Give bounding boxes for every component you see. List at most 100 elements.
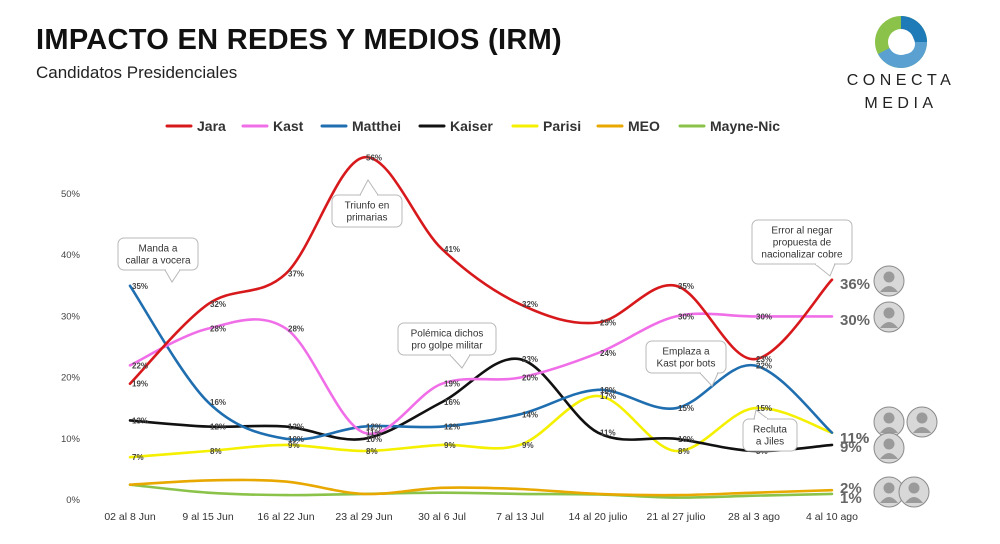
data-label-matthei: 12% [366, 423, 382, 432]
annotation-text: Recluta [753, 425, 787, 436]
annotation-text: Polémica dichos [411, 329, 484, 340]
annotation-text: callar a vocera [125, 256, 190, 267]
x-tick-label: 02 al 8 Jun [104, 511, 156, 523]
candidate-photo-avatar [898, 476, 930, 508]
x-tick-label: 14 al 20 julio [569, 511, 628, 523]
data-label-parisi: 9% [288, 441, 300, 450]
data-label-kast: 19% [444, 380, 460, 389]
series-line-matthei [128, 284, 834, 441]
series-line-mayne-nic [128, 483, 834, 499]
x-tick-label: 30 al 6 Jul [418, 511, 466, 523]
data-label-matthei: 16% [210, 398, 226, 407]
candidate-photo-avatar [906, 406, 938, 438]
data-label-jara: 29% [600, 319, 616, 328]
data-label-jara: 37% [288, 270, 304, 279]
annotation-text: Manda a [139, 244, 178, 255]
y-tick-label: 50% [61, 189, 81, 200]
data-label-matthei: 15% [678, 404, 694, 413]
end-label-mayne-nic: 1% [840, 490, 862, 507]
legend-label-jara: Jara [197, 118, 226, 134]
annotation-text: nacionalizar cobre [761, 250, 843, 261]
series-line-kaiser [128, 357, 834, 453]
end-label-kast: 30% [840, 312, 870, 329]
data-label-matthei: 18% [600, 386, 616, 395]
logo-icon [875, 16, 927, 68]
end-label-meo: 2% [840, 480, 862, 497]
conecta-media-logo: CONECTA MEDIA [836, 12, 966, 117]
y-tick-label: 0% [66, 495, 80, 506]
data-label-matthei: 10% [288, 435, 304, 444]
candidate-photo-avatar [873, 265, 905, 297]
data-label-jara: 32% [210, 300, 226, 309]
data-label-jara: 41% [444, 245, 460, 254]
candidate-photo-avatar [873, 432, 905, 464]
data-label-kast: 24% [600, 349, 616, 358]
legend-label-kast: Kast [273, 118, 304, 134]
data-label-parisi: 9% [522, 441, 534, 450]
data-label-jara: 35% [678, 282, 694, 291]
y-tick-label: 30% [61, 311, 81, 322]
legend-label-mayne-nic: Mayne-Nic [710, 118, 780, 134]
annotation-text: a Jiles [756, 437, 784, 448]
data-label-matthei: 14% [522, 410, 538, 419]
data-label-parisi: 9% [444, 441, 456, 450]
annotation-text: Kast por bots [657, 359, 716, 370]
annotation-text: Error al negar [771, 226, 833, 237]
candidate-photo-avatar [873, 301, 905, 333]
data-label-kaiser: 8% [756, 447, 768, 456]
annotation-text: pro golpe militar [411, 341, 483, 352]
data-label-kast: 20% [522, 374, 538, 383]
data-label-jara: 32% [522, 300, 538, 309]
x-tick-label: 9 al 15 Jun [182, 511, 234, 523]
data-label-kast: 28% [210, 325, 226, 334]
data-label-parisi: 8% [678, 447, 690, 456]
data-label-parisi: 17% [600, 392, 616, 401]
data-label-matthei: 22% [756, 361, 772, 370]
data-label-parisi: 8% [210, 447, 222, 456]
data-label-kaiser: 11% [600, 429, 616, 438]
end-label-matthei: 11% [840, 430, 869, 447]
data-label-kast: 22% [132, 361, 148, 370]
series-line-meo [128, 478, 834, 497]
data-label-kaiser: 12% [288, 423, 304, 432]
logo-text-line1: CONECTA [846, 72, 956, 89]
data-label-matthei: 12% [444, 423, 460, 432]
x-tick-label: 7 al 13 Jul [496, 511, 544, 523]
data-label-kaiser: 12% [210, 423, 226, 432]
annotation-text: primarias [346, 213, 387, 224]
page-title: IMPACTO EN REDES Y MEDIOS (IRM) [36, 24, 562, 56]
data-label-parisi: 15% [756, 404, 772, 413]
data-label-jara: 56% [366, 153, 382, 162]
series-line-jara [128, 155, 834, 386]
legend-label-matthei: Matthei [352, 118, 401, 134]
y-tick-label: 10% [61, 434, 81, 445]
data-label-matthei: 35% [132, 282, 148, 291]
candidate-photo-avatar [873, 406, 905, 438]
data-label-kast: 28% [288, 325, 304, 334]
legend-label-meo: MEO [628, 118, 660, 134]
x-tick-label: 23 al 29 Jun [335, 511, 392, 523]
data-label-kast: 30% [678, 312, 694, 321]
legend-label-parisi: Parisi [543, 118, 581, 134]
x-tick-label: 28 al 3 ago [728, 511, 780, 523]
end-label-parisi: 11% [840, 430, 869, 447]
data-label-kast: 11% [366, 429, 382, 438]
end-label-jara: 36% [840, 276, 870, 293]
x-tick-label: 21 al 27 julio [647, 511, 706, 523]
page-subtitle: Candidatos Presidenciales [36, 63, 238, 82]
x-tick-label: 4 al 10 ago [806, 511, 858, 523]
data-label-kaiser: 16% [444, 398, 460, 407]
data-label-kaiser: 13% [132, 416, 148, 425]
data-label-kaiser: 10% [678, 435, 694, 444]
data-label-parisi: 7% [132, 453, 144, 462]
data-label-parisi: 8% [366, 447, 378, 456]
series-line-parisi [128, 394, 834, 459]
x-tick-label: 16 al 22 Jun [257, 511, 314, 523]
series-line-kast [128, 312, 834, 436]
